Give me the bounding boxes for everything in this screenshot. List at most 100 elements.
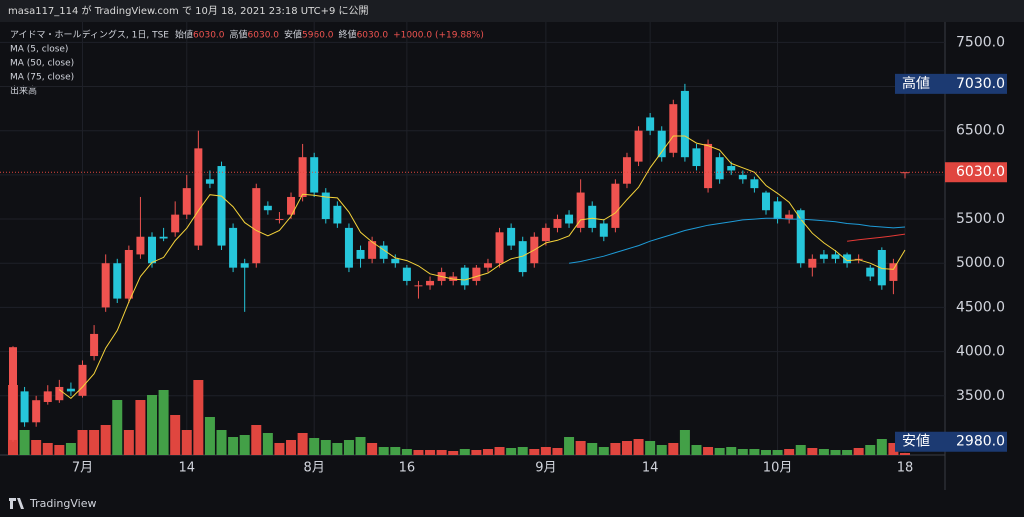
candle-body	[391, 258, 400, 264]
candle-body	[565, 214, 574, 224]
candle-body	[182, 188, 191, 215]
candle-body	[402, 267, 411, 281]
volume-bar	[228, 437, 239, 455]
candle-body	[843, 254, 852, 264]
x-tick-label: 8月	[304, 461, 325, 476]
candle-body	[715, 157, 724, 180]
volume-bar	[100, 425, 111, 455]
ohlc-value: 6030.0	[357, 31, 389, 41]
volume-bar	[842, 450, 853, 455]
candle-body	[217, 166, 226, 246]
volume-bar	[853, 448, 864, 455]
volume-bar	[471, 450, 482, 455]
volume-bar	[239, 435, 250, 455]
candle-body	[785, 214, 794, 220]
candle-body	[275, 219, 284, 221]
volume-bar	[320, 440, 331, 455]
candle-body	[379, 245, 388, 259]
volume-bar	[332, 443, 343, 455]
volume-bar	[865, 445, 876, 455]
volume-bar	[540, 447, 551, 455]
candle-body	[78, 364, 87, 396]
ohlc-label: 高値	[230, 29, 248, 41]
volume-bar	[355, 437, 366, 455]
candle-body	[588, 205, 597, 228]
volume-bar	[448, 451, 459, 455]
volume-bar	[193, 380, 204, 455]
candle-body	[599, 223, 608, 237]
candle-body	[761, 192, 770, 211]
x-tick-label: 18	[897, 461, 914, 476]
volume-bar	[204, 417, 215, 455]
ma-line	[847, 233, 906, 242]
badge-label: 高値	[902, 75, 930, 92]
volume-bar	[795, 445, 806, 455]
volume-bar	[784, 449, 795, 455]
candle-body	[9, 347, 17, 440]
change: +1000.0 (+19.88%)	[393, 31, 484, 41]
volume-bar	[703, 447, 714, 455]
candle-body	[889, 263, 898, 281]
price-badge	[895, 431, 1007, 452]
candle-body	[704, 143, 713, 189]
candle-body	[877, 249, 886, 286]
badge-value: 7030.0	[956, 76, 1005, 92]
ohlc-label: 終値	[339, 29, 357, 41]
volume-bar	[818, 449, 829, 455]
volume-bar	[726, 447, 737, 455]
volume-bar	[772, 450, 783, 455]
x-tick-label: 16	[399, 461, 416, 476]
price-badge	[945, 162, 1007, 183]
y-tick-label: 6500.0	[956, 123, 1005, 139]
ohlc-label: 安値	[284, 29, 302, 41]
indicator-label: MA (75, close)	[10, 73, 74, 83]
y-tick-label: 5500.0	[956, 211, 1005, 227]
candle-body	[20, 391, 29, 423]
candle-body	[472, 267, 481, 281]
candle-body	[773, 201, 782, 220]
volume-bar	[749, 449, 760, 455]
candle-body	[901, 172, 909, 174]
legend: アイドマ・ホールディングス, 1日, TSE	[10, 29, 169, 41]
volume-bar	[413, 450, 424, 455]
footer	[0, 490, 1024, 517]
ohlc-value: 5960.0	[302, 31, 334, 41]
candle-body	[32, 400, 41, 423]
y-tick-label: 7500.0	[956, 34, 1005, 50]
candle-body	[356, 249, 365, 259]
price-badge	[895, 73, 1007, 94]
volume-bar	[564, 437, 575, 455]
candle-body	[333, 205, 342, 224]
y-tick-label: 4000.0	[956, 344, 1005, 360]
ohlc-value: 6030.0	[193, 31, 225, 41]
candle-body	[634, 130, 643, 162]
volume-bar	[691, 445, 702, 455]
x-tick-label: 10月	[763, 461, 793, 476]
volume-bar	[598, 447, 609, 455]
volume-bar	[587, 443, 598, 455]
volume-bar	[610, 443, 621, 455]
candle-body	[298, 157, 307, 197]
candle-body	[657, 130, 666, 158]
volume-bar	[251, 425, 262, 455]
candle-body	[646, 117, 655, 131]
candle-body	[669, 104, 678, 153]
candle-body	[553, 219, 562, 228]
badge-value: 6030.0	[956, 164, 1005, 180]
volume-bar	[89, 430, 100, 455]
candle-body	[43, 391, 52, 402]
candle-body	[66, 388, 75, 392]
candle-body	[750, 179, 759, 189]
volume-bar	[807, 448, 818, 455]
volume-bar	[529, 449, 540, 455]
volume-bar	[42, 443, 53, 455]
indicator-label: MA (5, close)	[10, 45, 68, 55]
candle-body	[321, 192, 330, 220]
volume-bar	[621, 441, 632, 455]
volume-bar	[575, 441, 586, 455]
candle-body	[205, 179, 214, 184]
volume-bar	[876, 439, 887, 455]
volume-bar	[517, 447, 528, 455]
candle-body	[287, 196, 296, 215]
